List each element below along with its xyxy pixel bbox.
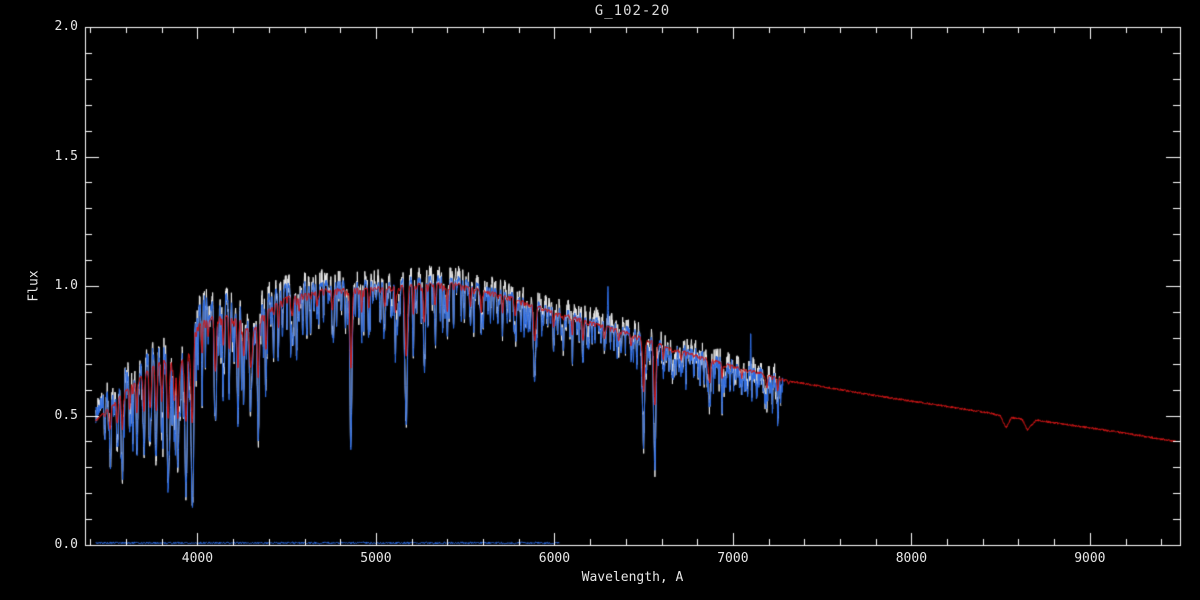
x-tick-label: 4000	[181, 551, 214, 566]
x-axis-label: Wavelength, A	[581, 570, 684, 585]
x-tick-label: 5000	[360, 551, 392, 566]
y-tick-label: 1.5	[54, 148, 78, 164]
x-tick-label: 6000	[538, 551, 571, 566]
x-tick-label: 9000	[1074, 551, 1106, 566]
y-tick-label: 2.0	[54, 19, 78, 34]
y-tick-label: 0.0	[54, 537, 78, 552]
y-tick-label: 0.5	[54, 407, 78, 423]
y-tick-label: 1.0	[54, 278, 78, 293]
x-tick-label: 7000	[717, 551, 749, 566]
chart-title: G_102-20	[594, 3, 671, 19]
x-tick-label: 8000	[895, 551, 928, 566]
